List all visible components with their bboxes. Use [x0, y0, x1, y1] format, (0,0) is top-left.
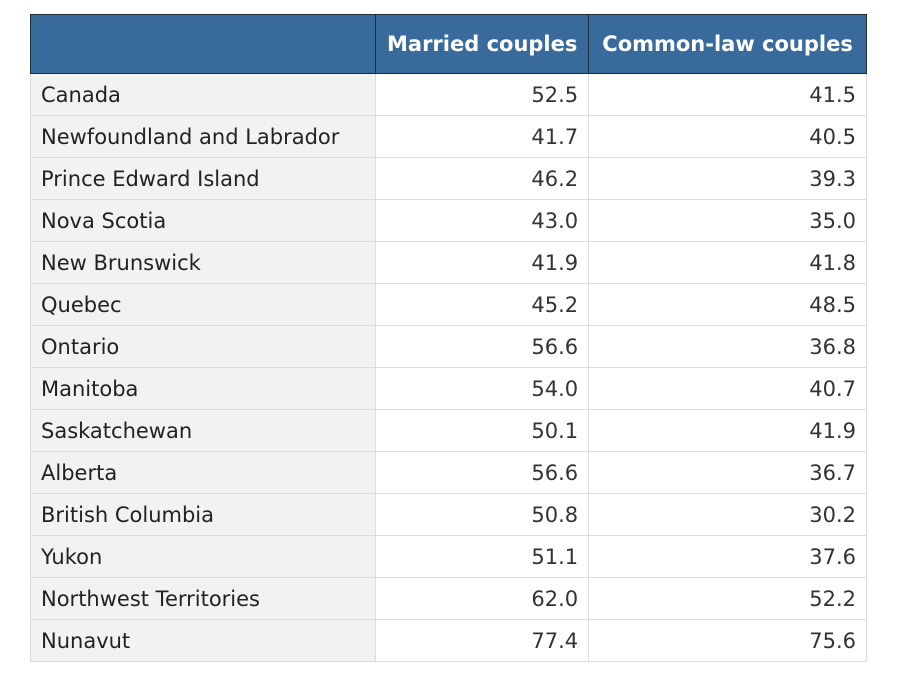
- region-cell: Yukon: [29, 535, 377, 578]
- header-common-law-couples: Common-law couples: [588, 14, 867, 74]
- married-cell: 56.6: [375, 325, 590, 368]
- common-law-cell: 36.7: [588, 451, 867, 494]
- table-row: Alberta 56.6 36.7: [29, 451, 867, 494]
- married-cell: 43.0: [375, 199, 590, 242]
- region-cell: New Brunswick: [29, 241, 377, 284]
- common-law-cell: 41.5: [588, 73, 867, 116]
- table-body: Canada 52.5 41.5 Newfoundland and Labrador 4…: [29, 73, 867, 662]
- common-law-cell: 48.5: [588, 283, 867, 326]
- region-cell: Ontario: [29, 325, 377, 368]
- region-cell: Quebec: [29, 283, 377, 326]
- table-row: Ontario 56.6 36.8: [29, 325, 867, 368]
- region-cell: British Columbia: [29, 493, 377, 536]
- common-law-cell: 41.8: [588, 241, 867, 284]
- married-cell: 52.5: [375, 73, 590, 116]
- header-region: [29, 14, 377, 74]
- common-law-cell: 41.9: [588, 409, 867, 452]
- common-law-cell: 40.7: [588, 367, 867, 410]
- common-law-cell: 40.5: [588, 115, 867, 158]
- common-law-cell: 75.6: [588, 619, 867, 662]
- table-row: Northwest Territories 62.0 52.2: [29, 577, 867, 620]
- region-cell: Nunavut: [29, 619, 377, 662]
- common-law-cell: 37.6: [588, 535, 867, 578]
- region-cell: Alberta: [29, 451, 377, 494]
- table-row: Nova Scotia 43.0 35.0: [29, 199, 867, 242]
- married-cell: 50.8: [375, 493, 590, 536]
- married-cell: 54.0: [375, 367, 590, 410]
- married-cell: 41.7: [375, 115, 590, 158]
- header-row: Married couples Common-law couples: [29, 14, 867, 74]
- married-cell: 51.1: [375, 535, 590, 578]
- married-cell: 45.2: [375, 283, 590, 326]
- table-row: Saskatchewan 50.1 41.9: [29, 409, 867, 452]
- region-cell: Northwest Territories: [29, 577, 377, 620]
- married-cell: 46.2: [375, 157, 590, 200]
- married-cell: 50.1: [375, 409, 590, 452]
- table-row: Newfoundland and Labrador 41.7 40.5: [29, 115, 867, 158]
- data-table: Married couples Common-law couples Canad…: [29, 14, 867, 662]
- common-law-cell: 52.2: [588, 577, 867, 620]
- common-law-cell: 30.2: [588, 493, 867, 536]
- common-law-cell: 36.8: [588, 325, 867, 368]
- region-cell: Newfoundland and Labrador: [29, 115, 377, 158]
- table-row: Quebec 45.2 48.5: [29, 283, 867, 326]
- table-row: New Brunswick 41.9 41.8: [29, 241, 867, 284]
- header-married-couples: Married couples: [375, 14, 590, 74]
- common-law-cell: 35.0: [588, 199, 867, 242]
- common-law-cell: 39.3: [588, 157, 867, 200]
- table-row: Canada 52.5 41.5: [29, 73, 867, 116]
- married-cell: 77.4: [375, 619, 590, 662]
- region-cell: Manitoba: [29, 367, 377, 410]
- table-row: Manitoba 54.0 40.7: [29, 367, 867, 410]
- region-cell: Nova Scotia: [29, 199, 377, 242]
- table-row: Yukon 51.1 37.6: [29, 535, 867, 578]
- region-cell: Canada: [29, 73, 377, 116]
- table-row: Prince Edward Island 46.2 39.3: [29, 157, 867, 200]
- region-cell: Prince Edward Island: [29, 157, 377, 200]
- married-cell: 62.0: [375, 577, 590, 620]
- table-row: British Columbia 50.8 30.2: [29, 493, 867, 536]
- region-cell: Saskatchewan: [29, 409, 377, 452]
- table-row: Nunavut 77.4 75.6: [29, 619, 867, 662]
- married-cell: 41.9: [375, 241, 590, 284]
- married-cell: 56.6: [375, 451, 590, 494]
